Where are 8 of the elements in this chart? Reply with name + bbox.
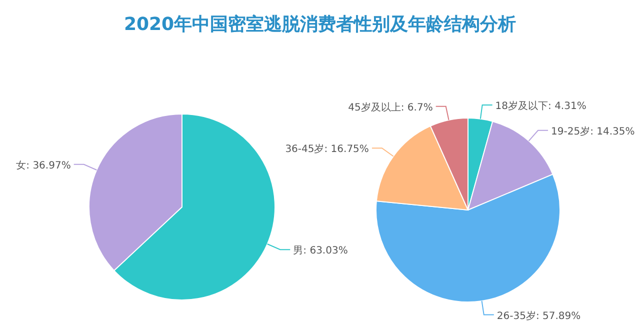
slice-label: 18岁及以下: 4.31% <box>495 100 586 112</box>
slice-label: 女: 36.97% <box>16 159 71 172</box>
chart-title: 2020年中国密室逃脱消费者性别及年龄结构分析 <box>124 14 516 35</box>
slice-label: 男: 63.03% <box>293 246 348 257</box>
slice-label: 45岁及以上: 6.7% <box>348 101 433 114</box>
slice-label: 26-35岁: 57.89% <box>496 310 581 322</box>
slice-label: 19-25岁: 14.35% <box>551 125 635 138</box>
slice-label: 36-45岁: 16.75% <box>285 143 369 156</box>
